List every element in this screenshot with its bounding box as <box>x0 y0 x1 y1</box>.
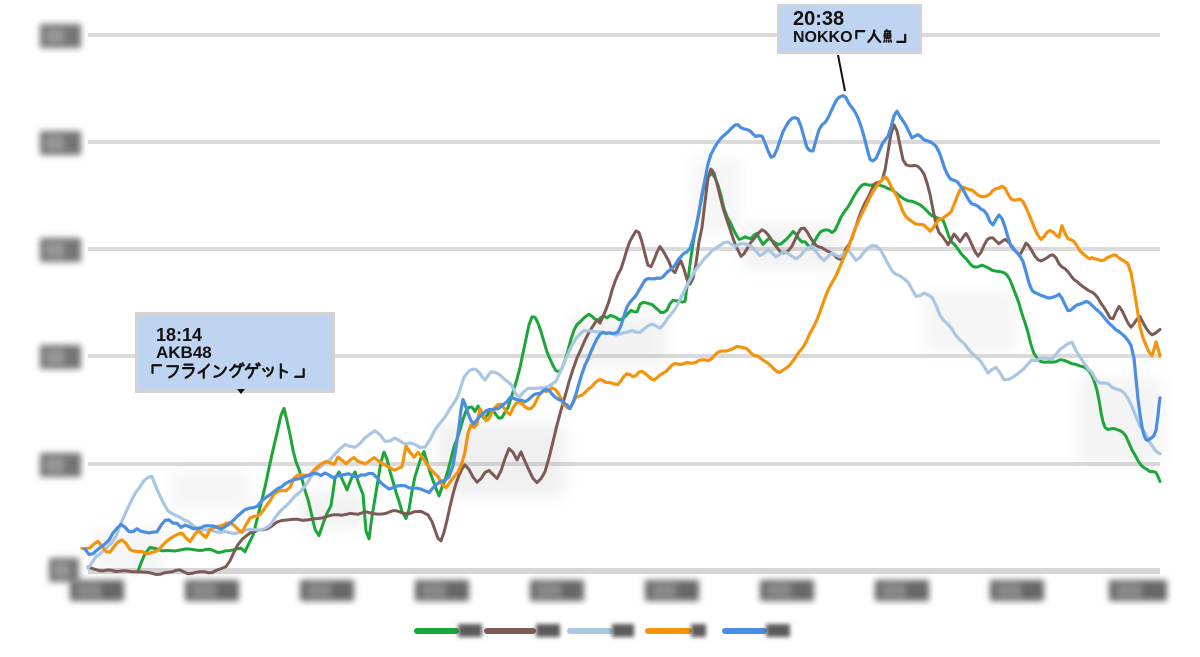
svg-text:NOKKO: NOKKO <box>793 29 853 46</box>
svg-text:AKB48: AKB48 <box>156 343 212 362</box>
svg-text:18:14: 18:14 <box>156 325 202 345</box>
svg-text:20:38: 20:38 <box>793 8 844 30</box>
